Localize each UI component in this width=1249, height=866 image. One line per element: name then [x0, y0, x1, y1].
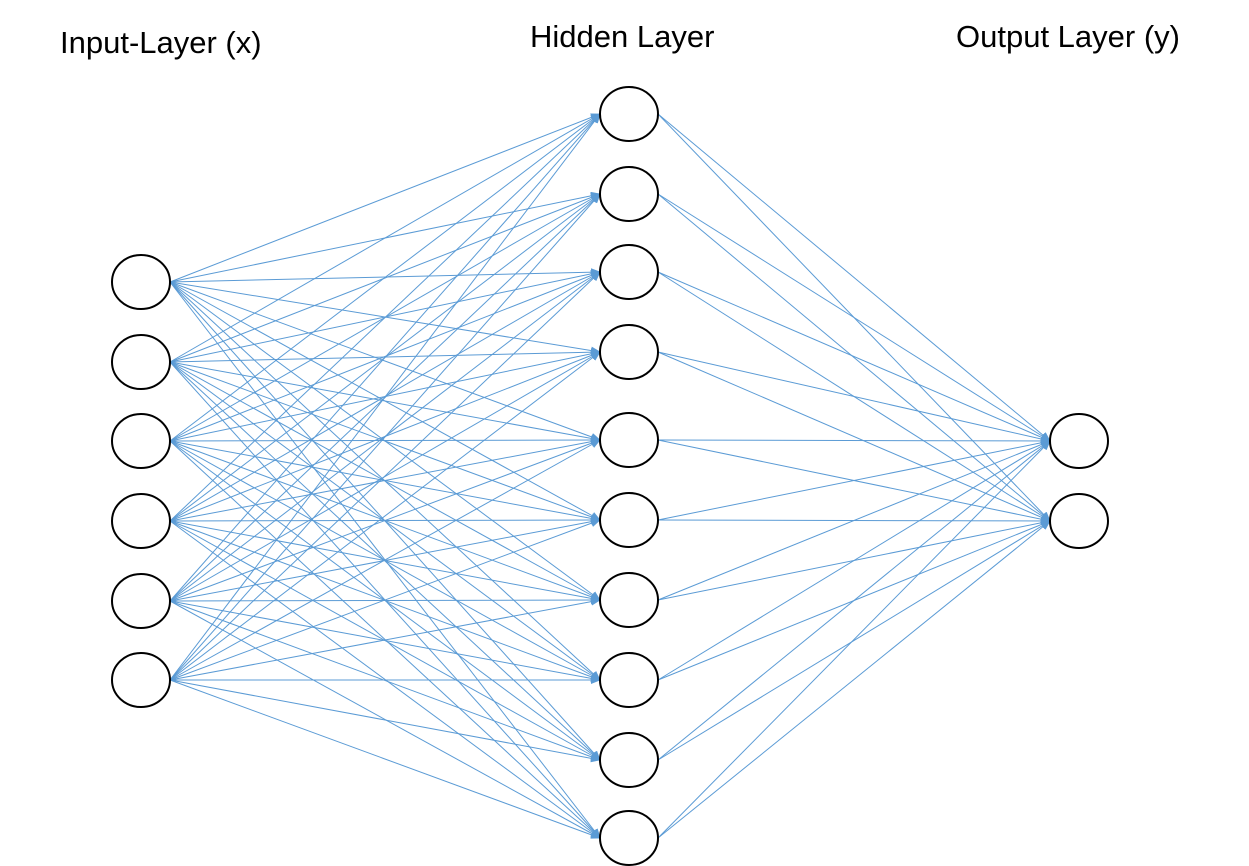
hidden-neuron-1 [599, 86, 659, 142]
input-neuron-2 [111, 334, 171, 390]
input-neuron-5 [111, 573, 171, 629]
hidden-neuron-8 [599, 652, 659, 708]
edge-input-6-to-hidden-6 [169, 519, 601, 681]
edge-input-6-to-hidden-9 [169, 679, 601, 763]
edge-input-1-to-hidden-1 [169, 113, 601, 283]
hidden-neuron-10 [599, 810, 659, 866]
edge-hidden-8-to-output-1 [657, 440, 1051, 681]
input-neuron-3 [111, 413, 171, 469]
edge-hidden-4-to-output-1 [657, 351, 1051, 443]
edge-input-4-to-hidden-1 [169, 113, 601, 522]
edge-hidden-2-to-output-2 [657, 193, 1051, 522]
edge-hidden-3-to-output-1 [657, 271, 1051, 442]
edge-input-6-to-hidden-4 [169, 351, 601, 681]
edge-hidden-4-to-output-2 [657, 351, 1051, 522]
hidden-layer-title: Hidden Layer [530, 19, 714, 54]
edge-input-6-to-hidden-1 [169, 113, 601, 681]
input-neuron-4 [111, 493, 171, 549]
edge-input-5-to-hidden-1 [169, 113, 601, 602]
edge-input-6-to-hidden-3 [169, 271, 601, 681]
edge-hidden-2-to-output-1 [657, 193, 1051, 442]
edge-hidden-9-to-output-2 [657, 520, 1051, 761]
hidden-neuron-7 [599, 572, 659, 628]
edge-hidden-7-to-output-1 [657, 440, 1051, 601]
edge-input-3-to-hidden-3 [169, 271, 601, 442]
neurons-group [111, 86, 1109, 866]
edge-input-6-to-hidden-5 [169, 439, 601, 681]
output-neuron-1 [1049, 413, 1109, 469]
edge-hidden-5-to-output-1 [657, 436, 1051, 445]
hidden-neuron-4 [599, 324, 659, 380]
edge-hidden-10-to-output-2 [657, 520, 1051, 839]
output-layer-title: Output Layer (y) [956, 19, 1180, 54]
edge-input-2-to-hidden-5 [169, 361, 601, 443]
edge-input-1-to-hidden-5 [169, 281, 601, 441]
hidden-neuron-2 [599, 166, 659, 222]
output-neuron-2 [1049, 493, 1109, 549]
edge-input-2-to-hidden-1 [169, 113, 601, 363]
input-layer-title: Input-Layer (x) [60, 25, 262, 60]
edge-input-6-to-hidden-10 [169, 679, 601, 839]
connections-group [169, 113, 1051, 839]
hidden-neuron-3 [599, 244, 659, 300]
edge-input-3-to-hidden-5 [169, 436, 601, 445]
edge-input-3-to-hidden-1 [169, 113, 601, 442]
input-neuron-6 [111, 652, 171, 708]
hidden-neuron-9 [599, 732, 659, 788]
edge-hidden-1-to-output-1 [657, 113, 1051, 442]
edge-hidden-10-to-output-1 [657, 440, 1051, 839]
input-neuron-1 [111, 254, 171, 310]
edge-hidden-6-to-output-1 [657, 438, 1051, 521]
edge-input-5-to-hidden-5 [169, 439, 601, 602]
edge-input-6-to-hidden-2 [169, 193, 601, 681]
hidden-neuron-6 [599, 492, 659, 548]
edge-input-4-to-hidden-5 [169, 437, 601, 522]
hidden-neuron-5 [599, 412, 659, 468]
edge-input-6-to-hidden-7 [169, 597, 601, 681]
edge-hidden-9-to-output-1 [657, 440, 1051, 761]
